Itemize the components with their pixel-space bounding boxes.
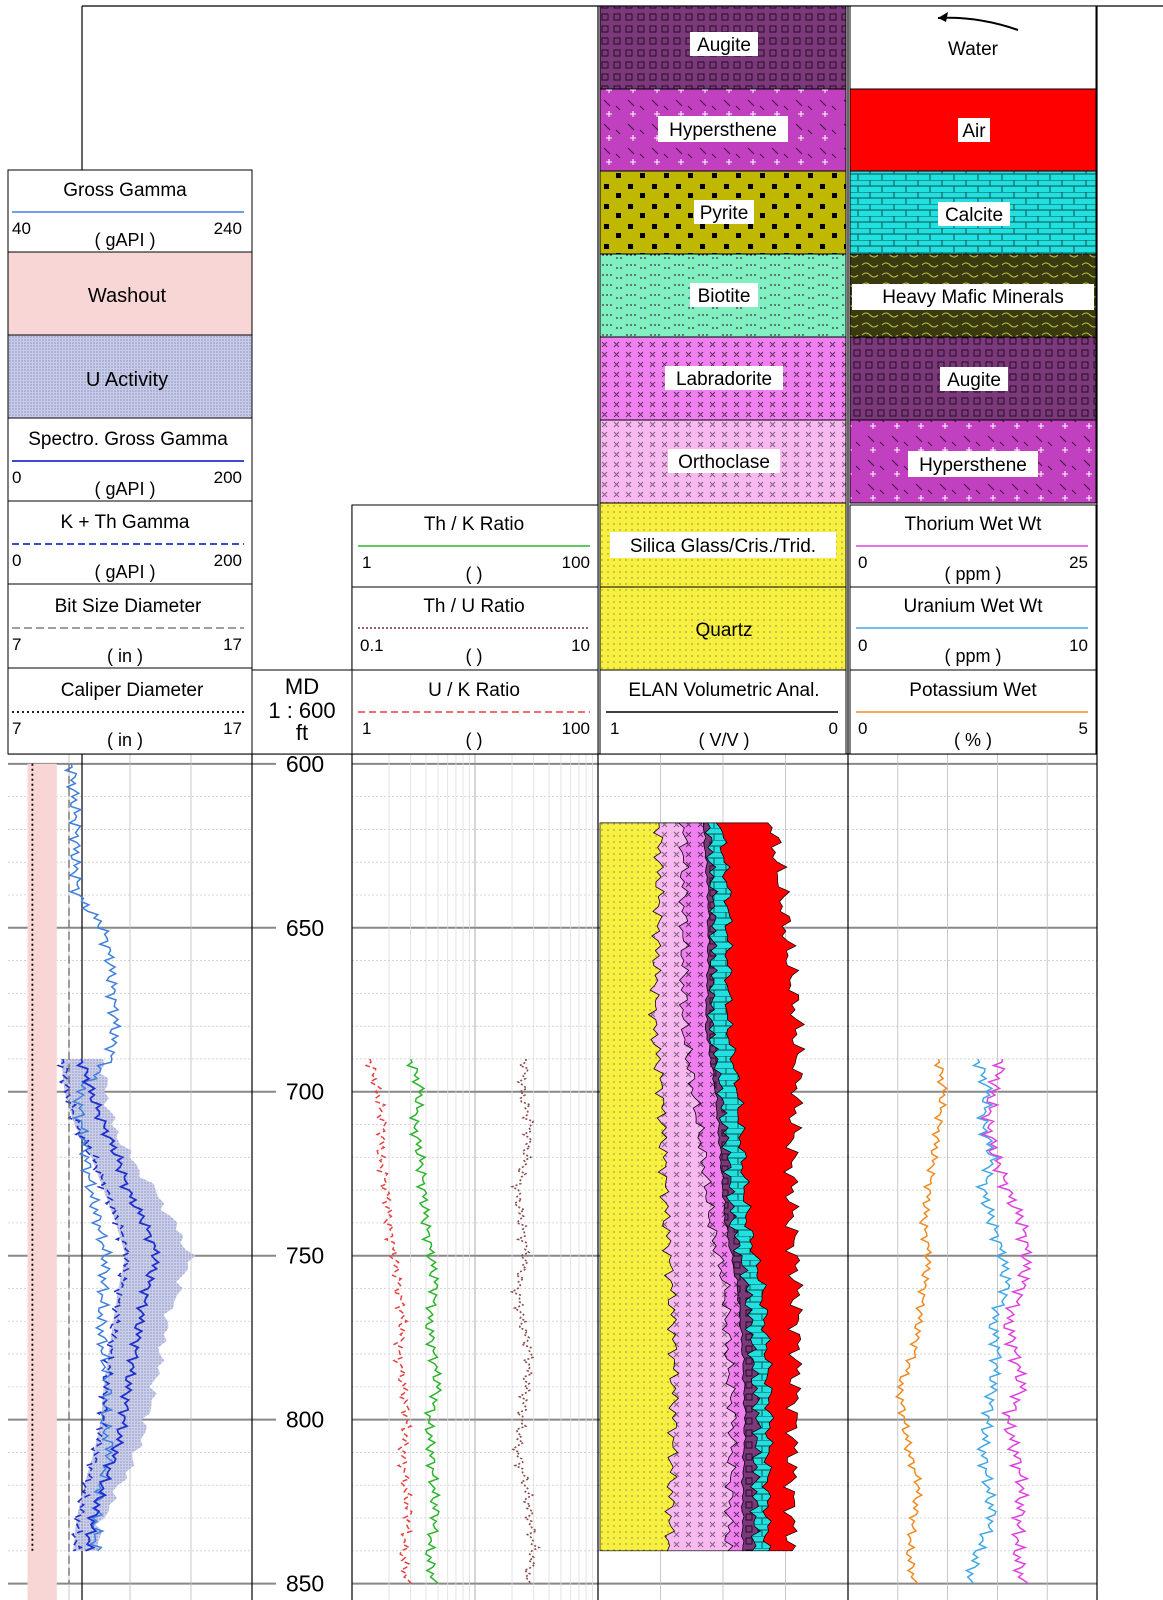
depth-tick-label: 850 — [286, 1571, 324, 1597]
caliper-right: 17 — [223, 719, 242, 738]
th-u-left: 0.1 — [360, 636, 384, 655]
th-k-left: 1 — [362, 553, 371, 572]
washout-label: Washout — [88, 285, 167, 307]
depth-tick-label: 650 — [286, 915, 324, 941]
th-k-right: 100 — [562, 553, 590, 572]
uranium-label: Uranium Wet Wt — [903, 596, 1043, 617]
spectro-gamma-label: Spectro. Gross Gamma — [28, 429, 228, 450]
depth-label: MD — [285, 674, 319, 699]
depth-scale: 1 : 600 — [268, 698, 335, 723]
thorium-label: Thorium Wet Wt — [905, 514, 1043, 535]
u-activity-label: U Activity — [86, 369, 168, 391]
uranium-unit: ( ppm ) — [944, 646, 1001, 666]
track1-plot — [27, 763, 196, 1600]
th-k-curve — [405, 1058, 443, 1585]
th-u-unit: ( ) — [466, 646, 483, 666]
depth-unit: ft — [296, 720, 308, 745]
potassium-left: 0 — [858, 719, 867, 738]
biotite-label: Biotite — [698, 286, 751, 307]
hypersthene-label-2: Hypersthene — [919, 455, 1027, 476]
gross-gamma-left: 40 — [12, 219, 31, 238]
bit-size-unit: ( in ) — [107, 646, 143, 666]
elan-unit: ( V/V ) — [698, 730, 749, 750]
track3-plot — [364, 1058, 541, 1585]
air-label: Air — [962, 121, 986, 142]
elan-volumetric-plot — [599, 822, 806, 1552]
augite-label-2: Augite — [947, 370, 1001, 391]
elan-left: 1 — [610, 719, 619, 738]
orthoclase-label: Orthoclase — [678, 452, 770, 473]
u-k-left: 1 — [362, 719, 371, 738]
th-u-label: Th / U Ratio — [423, 596, 524, 617]
track5-plot — [894, 1058, 1033, 1585]
u-k-unit: ( ) — [466, 730, 483, 750]
uranium-right: 10 — [1069, 636, 1088, 655]
depth-tick-label: 750 — [286, 1243, 324, 1269]
k-th-gamma-label: K + Th Gamma — [60, 512, 189, 533]
spectro-gamma-right: 200 — [214, 468, 242, 487]
track5-header: Water Air Calcite Heavy Mafic Minerals A… — [849, 5, 1097, 755]
th-u-right: 10 — [571, 636, 590, 655]
pyrite-label: Pyrite — [700, 203, 749, 224]
quartz-legend — [599, 586, 847, 671]
silica-glass-label: Silica Glass/Cris./Trid. — [630, 536, 816, 557]
track4-header: Augite Hypersthene Pyrite Biotite Labrad… — [599, 5, 847, 755]
elan-right: 0 — [829, 719, 838, 738]
caliper-left: 7 — [12, 719, 21, 738]
quartz-label: Quartz — [695, 620, 752, 641]
spectro-gamma-unit: ( gAPI ) — [94, 479, 155, 499]
potassium-label: Potassium Wet — [909, 680, 1037, 701]
calcite-label: Calcite — [945, 205, 1003, 226]
depth-tick-label: 800 — [286, 1407, 324, 1433]
th-k-unit: ( ) — [466, 564, 483, 584]
thorium-unit: ( ppm ) — [944, 564, 1001, 584]
spectro-gamma-curve — [75, 1058, 161, 1552]
air-area — [715, 822, 806, 1552]
uranium-curve — [964, 1058, 1012, 1585]
caliper-label: Caliper Diameter — [61, 680, 204, 701]
caliper-unit: ( in ) — [107, 730, 143, 750]
heavy-mafic-label: Heavy Mafic Minerals — [882, 287, 1064, 308]
thorium-left: 0 — [858, 553, 867, 572]
k-th-gamma-curve — [56, 1058, 132, 1552]
k-th-gamma-left: 0 — [12, 551, 21, 570]
potassium-unit: ( % ) — [954, 730, 992, 750]
u-k-right: 100 — [562, 719, 590, 738]
depth-grid — [8, 754, 1097, 1600]
u-activity-fill — [60, 1058, 196, 1551]
thorium-curve — [979, 1058, 1033, 1585]
spectro-gamma-left: 0 — [12, 468, 21, 487]
labradorite-label: Labradorite — [676, 369, 772, 390]
u-k-label: U / K Ratio — [428, 680, 520, 701]
bit-size-label: Bit Size Diameter — [55, 596, 202, 617]
gross-gamma-unit: ( gAPI ) — [94, 230, 155, 250]
potassium-curve — [894, 1058, 948, 1585]
track3-header: Th / K Ratio 1 ( ) 100 Th / U Ratio 0.1 … — [351, 504, 599, 755]
orthoclase-legend — [599, 419, 847, 504]
depth-track-header: MD 1 : 600 ft — [251, 669, 353, 755]
gross-gamma-label: Gross Gamma — [63, 180, 187, 201]
bit-size-right: 17 — [223, 635, 242, 654]
gross-gamma-curve — [63, 763, 123, 1552]
washout-legend — [7, 251, 253, 336]
track1-header: Gross Gamma 40 ( gAPI ) 240 Washout U Ac… — [7, 169, 253, 755]
depth-tick-label: 700 — [286, 1079, 324, 1105]
water-label: Water — [948, 39, 999, 60]
thorium-right: 25 — [1069, 553, 1088, 572]
uranium-left: 0 — [858, 636, 867, 655]
th-k-label: Th / K Ratio — [424, 514, 524, 535]
augite-label: Augite — [697, 35, 751, 56]
depth-ticks: 600 650 700 750 800 850 — [286, 751, 324, 1597]
depth-tick-label: 600 — [286, 751, 324, 777]
bit-size-left: 7 — [12, 635, 21, 654]
gross-gamma-right: 240 — [214, 219, 242, 238]
th-u-curve — [509, 1058, 541, 1585]
u-k-curve — [364, 1058, 414, 1585]
hypersthene-label: Hypersthene — [669, 120, 777, 141]
potassium-right: 5 — [1079, 719, 1088, 738]
k-th-gamma-right: 200 — [214, 551, 242, 570]
k-th-gamma-unit: ( gAPI ) — [94, 562, 155, 582]
elan-label: ELAN Volumetric Anal. — [628, 680, 819, 701]
